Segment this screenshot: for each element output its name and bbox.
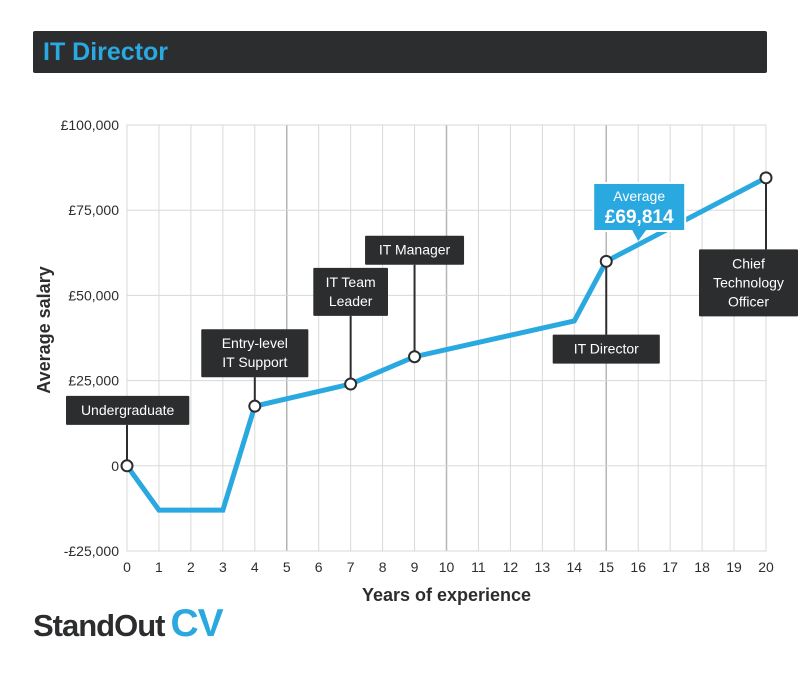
- x-tick-label: 18: [694, 559, 710, 575]
- x-tick-label: 8: [379, 559, 387, 575]
- milestone-marker: [408, 350, 422, 364]
- brand-logo-part2: CV: [170, 602, 224, 645]
- milestone-box: [201, 329, 309, 378]
- milestone-label: Technology: [713, 274, 784, 290]
- average-callout-box: [592, 182, 687, 232]
- x-tick-label: 19: [726, 559, 742, 575]
- x-tick-label: 4: [251, 559, 259, 575]
- milestone-label: IT Director: [574, 341, 639, 357]
- milestone-callout: IT Team Leader: [313, 267, 388, 385]
- x-tick-label: 5: [283, 559, 291, 575]
- milestone-label: IT Manager: [379, 242, 451, 258]
- milestone-label: Chief: [732, 255, 765, 271]
- milestone-box: [699, 249, 798, 317]
- x-tick-label: 9: [411, 559, 419, 575]
- x-tick-label: 3: [219, 559, 227, 575]
- milestone-callout: Undergraduate: [66, 395, 190, 466]
- y-tick-label: £75,000: [68, 202, 119, 218]
- milestone-box: [313, 267, 388, 316]
- title-bar: IT Director: [33, 31, 767, 73]
- x-tick-label: 13: [535, 559, 551, 575]
- x-tick-label: 20: [758, 559, 774, 575]
- milestone-label: IT Support: [222, 354, 287, 370]
- x-tick-label: 14: [567, 559, 583, 575]
- y-tick-label: £100,000: [61, 117, 120, 133]
- milestone-box: [365, 235, 465, 265]
- x-tick-label: 11: [471, 559, 486, 575]
- y-tick-label: 0: [111, 458, 119, 474]
- brand-logo-part1: StandOut: [33, 608, 165, 643]
- milestone-label: Undergraduate: [81, 402, 175, 418]
- milestone-label: IT Team: [326, 274, 376, 290]
- average-callout-label: Average: [613, 188, 665, 204]
- y-tick-label: £25,000: [68, 373, 119, 389]
- x-tick-label: 10: [439, 559, 455, 575]
- milestone-label: Officer: [728, 293, 769, 309]
- milestone-callout: IT Director: [552, 261, 660, 364]
- average-callout-pointer: [632, 230, 647, 241]
- x-tick-label: 7: [347, 559, 355, 575]
- milestone-marker: [759, 171, 773, 185]
- milestone-callout: Chief Technology Officer: [699, 177, 798, 317]
- page-title: IT Director: [43, 38, 169, 66]
- milestone-box: [552, 334, 660, 364]
- milestone-callout: IT Manager: [365, 235, 465, 357]
- x-tick-label: 17: [662, 559, 678, 575]
- x-tick-label: 6: [315, 559, 323, 575]
- milestone-marker: [344, 377, 358, 391]
- x-tick-label: 0: [123, 559, 131, 575]
- y-tick-label: £50,000: [68, 287, 119, 303]
- brand-logo: StandOut CV: [33, 602, 224, 646]
- milestone-marker: [248, 399, 262, 413]
- average-callout: Average £69,814: [592, 182, 687, 241]
- average-callout-value: £69,814: [605, 207, 674, 228]
- x-tick-label: 15: [598, 559, 614, 575]
- x-axis-title: Years of experience: [362, 585, 531, 605]
- milestone-marker: [599, 254, 613, 268]
- milestone-label: Leader: [329, 293, 373, 309]
- y-axis-title: Average salary: [34, 266, 54, 393]
- milestone-label: Entry-level: [222, 335, 288, 351]
- milestone-box: [66, 395, 190, 425]
- x-tick-label: 1: [155, 559, 163, 575]
- milestone-marker: [120, 459, 134, 473]
- x-tick-label: 12: [503, 559, 519, 575]
- y-tick-label: -£25,000: [64, 543, 119, 559]
- x-tick-label: 2: [187, 559, 195, 575]
- milestone-callout: Entry-level IT Support: [201, 329, 309, 407]
- x-tick-label: 16: [630, 559, 646, 575]
